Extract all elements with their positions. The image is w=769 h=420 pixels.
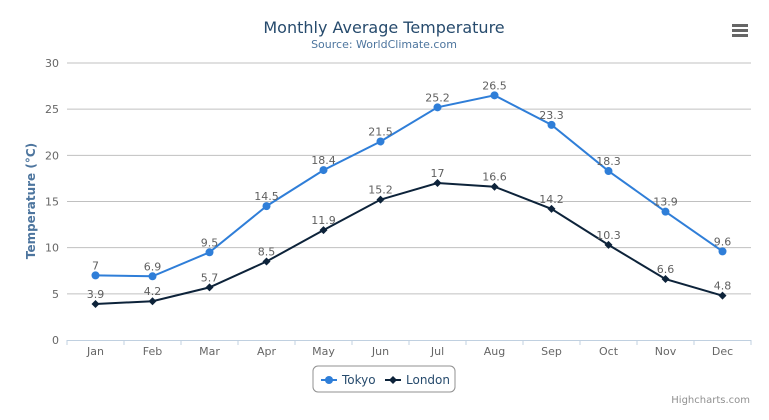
- x-tick-label: Dec: [712, 345, 733, 358]
- data-point[interactable]: [262, 257, 271, 266]
- y-tick-label: 15: [45, 196, 59, 209]
- data-point[interactable]: [262, 202, 271, 211]
- data-label: 14.5: [254, 190, 279, 203]
- data-point[interactable]: [91, 271, 100, 280]
- series-london: 3.9 4.2 5.7 8.5 11.9 15.2 17 16.6 14.2 10.3 6.6 4.8: [87, 167, 732, 308]
- data-point[interactable]: [547, 204, 556, 213]
- data-label: 7: [92, 259, 99, 272]
- data-label: 3.9: [87, 288, 105, 301]
- series-line-london: [95, 182, 723, 305]
- data-point[interactable]: [490, 182, 499, 191]
- data-point[interactable]: [319, 226, 328, 235]
- series-line-tokyo: [95, 94, 724, 278]
- x-tick-label: Oct: [599, 345, 619, 358]
- legend: Tokyo London: [312, 365, 456, 393]
- chart-subtitle: Source: WorldClimate.com: [311, 38, 457, 51]
- series-tokyo: 7 6.9 9.5 14.5 18.4 21.5 25.2 26.5 23.3 18.3 13.9 9…: [91, 79, 732, 281]
- data-point[interactable]: [490, 91, 499, 100]
- legend-marker-tokyo: [325, 376, 333, 384]
- data-label: 10.3: [596, 229, 621, 242]
- x-tick-label: Aug: [484, 345, 505, 358]
- x-tick-label: Mar: [199, 345, 220, 358]
- y-tick-label: 10: [45, 242, 59, 255]
- x-tick-label: Feb: [143, 345, 162, 358]
- chart-title: Monthly Average Temperature: [263, 18, 504, 37]
- data-point[interactable]: [148, 272, 157, 281]
- hamburger-menu-icon[interactable]: [732, 24, 748, 37]
- data-label: 25.2: [425, 91, 450, 104]
- y-tick-label: 20: [45, 149, 59, 162]
- data-point[interactable]: [661, 207, 670, 216]
- data-label: 13.9: [653, 196, 678, 209]
- legend-item-london[interactable]: London: [385, 373, 450, 387]
- data-label: 14.2: [539, 193, 564, 206]
- data-point[interactable]: [376, 137, 385, 146]
- data-point[interactable]: [376, 195, 385, 204]
- y-axis-title: Temperature (°C): [24, 143, 38, 259]
- data-label: 6.6: [657, 263, 675, 276]
- data-point[interactable]: [604, 167, 613, 176]
- data-point[interactable]: [547, 120, 556, 129]
- data-point[interactable]: [319, 166, 328, 175]
- data-label: 16.6: [482, 171, 507, 184]
- data-point[interactable]: [91, 299, 100, 308]
- data-point[interactable]: [718, 291, 727, 300]
- data-label: 6.9: [144, 260, 162, 273]
- y-tick-label: 0: [52, 334, 59, 347]
- legend-label-tokyo: Tokyo: [341, 373, 376, 387]
- x-tick-label: Apr: [257, 345, 277, 358]
- data-label: 23.3: [539, 109, 564, 122]
- data-label: 18.3: [596, 155, 621, 168]
- x-tick-label: Jul: [430, 345, 444, 358]
- data-point[interactable]: [205, 283, 214, 292]
- data-label: 15.2: [368, 184, 393, 197]
- x-tick-label: May: [312, 345, 335, 358]
- legend-item-tokyo[interactable]: Tokyo: [321, 373, 376, 387]
- data-label: 11.9: [311, 214, 336, 227]
- legend-label-london: London: [406, 373, 450, 387]
- data-point[interactable]: [604, 240, 613, 249]
- data-label: 18.4: [311, 154, 336, 167]
- x-tick-label: Nov: [655, 345, 677, 358]
- data-label: 8.5: [258, 246, 276, 259]
- data-point[interactable]: [433, 179, 442, 188]
- y-tick-label: 5: [52, 288, 59, 301]
- data-point[interactable]: [433, 103, 442, 112]
- data-label: 5.7: [201, 271, 219, 284]
- data-label: 4.2: [144, 285, 162, 298]
- data-label: 21.5: [368, 125, 393, 138]
- y-tick-label: 30: [45, 57, 59, 70]
- data-point[interactable]: [148, 297, 157, 306]
- legend-marker-london: [389, 376, 397, 384]
- data-label: 17: [431, 167, 445, 180]
- x-tick-label: Sep: [541, 345, 562, 358]
- data-point[interactable]: [718, 247, 727, 256]
- data-label: 9.5: [201, 236, 219, 249]
- credits-link[interactable]: Highcharts.com: [671, 395, 750, 406]
- x-tick-label: Jun: [371, 345, 389, 358]
- data-point[interactable]: [661, 275, 670, 284]
- data-label: 9.6: [714, 235, 732, 248]
- data-label: 26.5: [482, 79, 507, 92]
- data-label: 4.8: [714, 280, 732, 293]
- x-tick-label: Jan: [86, 345, 104, 358]
- data-point[interactable]: [205, 248, 214, 257]
- y-tick-label: 25: [45, 103, 59, 116]
